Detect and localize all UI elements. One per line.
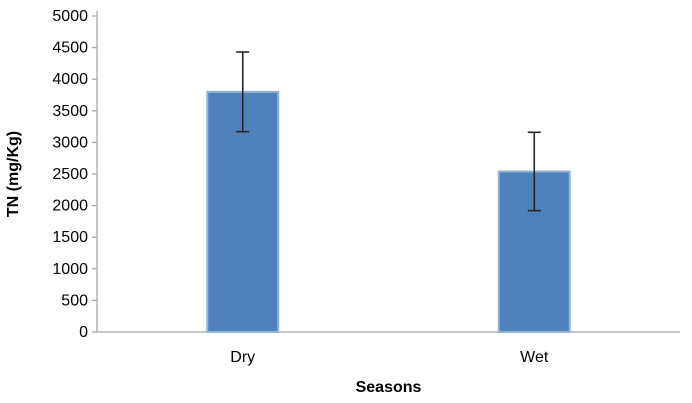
y-tick-label: 0 [79,324,88,341]
y-tick-label: 2000 [52,198,88,215]
y-tick-label: 5000 [52,8,88,25]
y-tick-label: 4000 [52,71,88,88]
bar-dry [206,90,280,333]
y-tick-label: 500 [61,292,88,309]
x-category-label: Wet [520,349,549,366]
x-axis-title: Seasons [355,379,422,396]
x-category-label: Dry [230,349,255,366]
y-tick-label: 3000 [52,134,88,151]
y-tick-label: 4500 [52,40,88,57]
y-tick-label: 2500 [52,166,88,183]
y-tick-label: 1500 [52,229,88,246]
y-axis-title: TN (mg/Kg) [5,130,22,218]
y-tick-label: 1000 [52,261,88,278]
y-tick-label: 3500 [52,103,88,120]
